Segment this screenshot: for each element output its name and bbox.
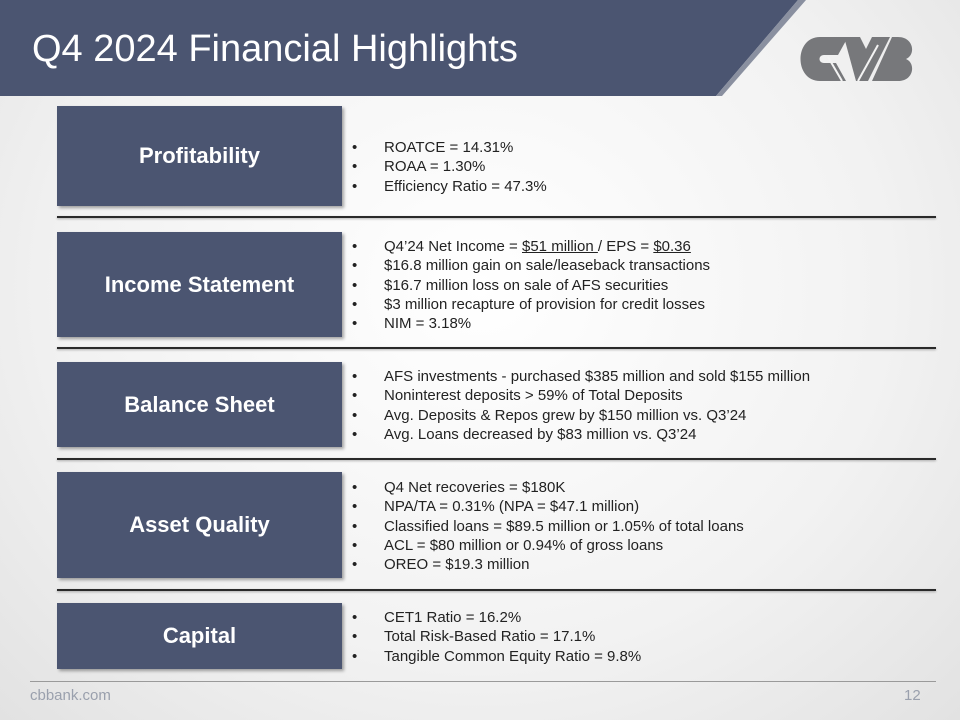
bullet: CET1 Ratio = 16.2% — [350, 608, 641, 628]
net-income-value: $51 million — [522, 238, 598, 255]
bullet: AFS investments - purchased $385 million… — [350, 367, 810, 387]
bullet-net-income: Q4’24 Net Income = $51 million / EPS = $… — [350, 237, 710, 257]
section-label-income-statement: Income Statement — [57, 232, 342, 337]
eps-value: $0.36 — [653, 238, 691, 255]
net-income-prefix: Q4’24 Net Income = — [384, 238, 522, 255]
balance-sheet-bullets: AFS investments - purchased $385 million… — [350, 367, 810, 444]
bullet: $3 million recapture of provision for cr… — [350, 295, 710, 315]
divider — [57, 458, 936, 460]
title-banner — [0, 0, 806, 96]
bullet: Tangible Common Equity Ratio = 9.8% — [350, 647, 641, 667]
divider — [57, 216, 936, 218]
bullet: ROAA = 1.30% — [350, 157, 547, 177]
divider — [57, 347, 936, 349]
bullet: Noninterest deposits > 59% of Total Depo… — [350, 386, 810, 406]
bullet: Efficiency Ratio = 47.3% — [350, 177, 547, 197]
bullet: Avg. Loans decreased by $83 million vs. … — [350, 425, 810, 445]
bullet: NIM = 3.18% — [350, 314, 710, 334]
profitability-bullets: ROATCE = 14.31% ROAA = 1.30% Efficiency … — [350, 138, 547, 196]
asset-quality-bullets: Q4 Net recoveries = $180K NPA/TA = 0.31%… — [350, 478, 744, 575]
bullet: ROATCE = 14.31% — [350, 138, 547, 158]
section-label-balance-sheet: Balance Sheet — [57, 362, 342, 447]
bullet: ACL = $80 million or 0.94% of gross loan… — [350, 536, 744, 556]
page-number: 12 — [904, 687, 921, 704]
bullet: $16.8 million gain on sale/leaseback tra… — [350, 256, 710, 276]
bullet: Avg. Deposits & Repos grew by $150 milli… — [350, 406, 810, 426]
eps-prefix: / EPS = — [597, 238, 654, 255]
capital-bullets: CET1 Ratio = 16.2% Total Risk-Based Rati… — [350, 608, 641, 666]
cvb-logo — [800, 37, 913, 82]
divider — [57, 589, 936, 591]
section-label-asset-quality: Asset Quality — [57, 472, 342, 578]
bullet: Q4 Net recoveries = $180K — [350, 478, 744, 498]
section-label-profitability: Profitability — [57, 106, 342, 206]
footer-website: cbbank.com — [30, 687, 111, 704]
section-label-capital: Capital — [57, 603, 342, 669]
bullet: $16.7 million loss on sale of AFS securi… — [350, 276, 710, 296]
bullet: OREO = $19.3 million — [350, 555, 744, 575]
income-statement-bullets: Q4’24 Net Income = $51 million / EPS = $… — [350, 237, 710, 334]
bullet: Total Risk-Based Ratio = 17.1% — [350, 627, 641, 647]
bullet: Classified loans = $89.5 million or 1.05… — [350, 517, 744, 537]
footer-divider — [30, 681, 936, 682]
bullet: NPA/TA = 0.31% (NPA = $47.1 million) — [350, 497, 744, 517]
page-title: Q4 2024 Financial Highlights — [32, 28, 518, 70]
